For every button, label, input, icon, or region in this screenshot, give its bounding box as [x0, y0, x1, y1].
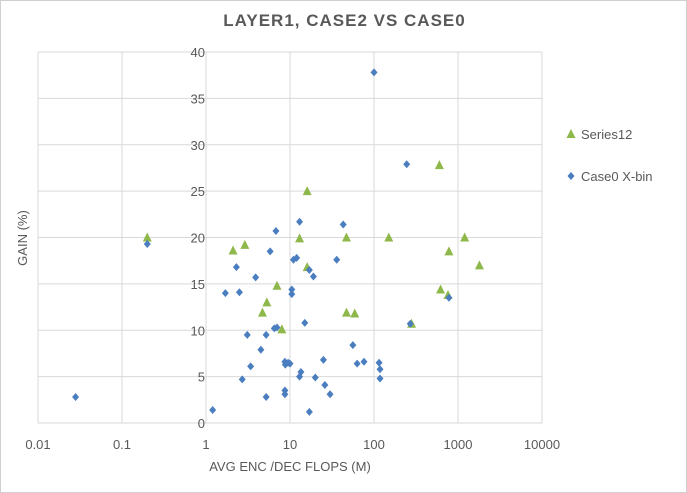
series12-point: [277, 324, 287, 334]
case0-xbin-point: [243, 330, 251, 339]
series12-point: [262, 297, 272, 307]
case0-xbin-point: [301, 318, 309, 327]
x-tick-label: 10000: [524, 437, 560, 452]
series12-point: [228, 245, 238, 255]
x-tick-label: 0.1: [113, 437, 131, 452]
case0-xbin-point: [305, 407, 313, 416]
x-tick-label: 0.01: [25, 437, 50, 452]
case0-xbin-point: [72, 393, 80, 402]
case0-xbin-point: [445, 293, 453, 302]
y-tick-label: 30: [191, 138, 205, 153]
case0-xbin-point: [286, 359, 294, 368]
legend-entry: Series12: [581, 127, 632, 142]
y-tick-label: 0: [198, 416, 205, 431]
case0-xbin-point: [319, 355, 327, 364]
case0-xbin-point: [273, 323, 281, 332]
case0-xbin-point: [375, 358, 383, 367]
series12-point: [384, 232, 394, 242]
series12-point: [444, 246, 454, 256]
y-tick-label: 10: [191, 323, 205, 338]
case0-xbin-point: [406, 319, 414, 328]
case0-xbin-point: [238, 375, 246, 384]
case0-xbin-point: [247, 362, 255, 371]
case0-xbin-point: [221, 289, 229, 298]
x-tick-label: 10: [283, 437, 297, 452]
case0-xbin-point: [403, 160, 411, 169]
case0-xbin-point: [235, 288, 243, 297]
case0-xbin-point: [349, 341, 357, 350]
case0-xbin-point: [296, 217, 304, 226]
case0-xbin-point: [232, 263, 240, 272]
case0-xbin-point: [376, 374, 384, 383]
case0-xbin-point: [293, 253, 301, 262]
x-axis-label: AVG ENC /DEC FLOPS (M): [209, 459, 371, 474]
series12-point: [295, 233, 305, 243]
case0-xbin-point: [143, 239, 151, 248]
x-tick-label: 1: [202, 437, 209, 452]
case0-xbin-point: [305, 265, 313, 274]
case0-xbin-point: [272, 227, 280, 236]
series12-point: [142, 232, 152, 242]
case0-xbin-point: [288, 290, 296, 299]
case0-xbin-point: [311, 373, 319, 382]
case0-xbin-point: [333, 255, 341, 264]
case0-xbin-point: [376, 365, 384, 374]
series12-point: [350, 308, 360, 318]
case0-xbin-point: [296, 372, 304, 381]
case0-xbin-point: [321, 380, 329, 389]
series12-point: [474, 260, 484, 270]
case0-xbin-point: [252, 273, 260, 282]
series12-point: [460, 232, 470, 242]
case0-xbin-point: [353, 359, 361, 368]
legend-diamond-icon: [567, 172, 575, 180]
series12-point: [257, 307, 267, 317]
y-tick-label: 20: [191, 231, 205, 246]
series12-point: [272, 280, 282, 290]
case0-xbin-point: [262, 393, 270, 402]
legend-triangle-icon: [566, 129, 576, 138]
series12-point: [302, 186, 312, 196]
y-tick-label: 40: [191, 45, 205, 60]
y-tick-label: 15: [191, 277, 205, 292]
series12-point: [436, 284, 446, 294]
case0-xbin-point: [288, 285, 296, 294]
case0-xbin-point: [209, 406, 217, 415]
case0-xbin-point: [262, 330, 270, 339]
series12-point: [341, 232, 351, 242]
case0-xbin-point: [266, 247, 274, 256]
case0-xbin-point: [257, 345, 265, 354]
case0-xbin-point: [326, 390, 334, 399]
y-tick-label: 35: [191, 91, 205, 106]
case0-xbin-point: [370, 68, 378, 77]
y-tick-label: 5: [198, 370, 205, 385]
chart-title: LAYER1, CASE2 VS CASE0: [223, 11, 466, 30]
y-axis-label: GAIN (%): [15, 210, 30, 266]
series12-point: [240, 239, 250, 249]
x-tick-label: 100: [363, 437, 385, 452]
case0-xbin-point: [309, 272, 317, 281]
legend-entry: Case0 X-bin: [581, 169, 653, 184]
y-tick-label: 25: [191, 184, 205, 199]
series12-point: [434, 160, 444, 170]
case0-xbin-point: [360, 357, 368, 366]
series12-point: [341, 307, 351, 317]
case0-xbin-point: [339, 220, 347, 229]
x-tick-label: 1000: [444, 437, 473, 452]
case0-xbin-point: [281, 390, 289, 399]
